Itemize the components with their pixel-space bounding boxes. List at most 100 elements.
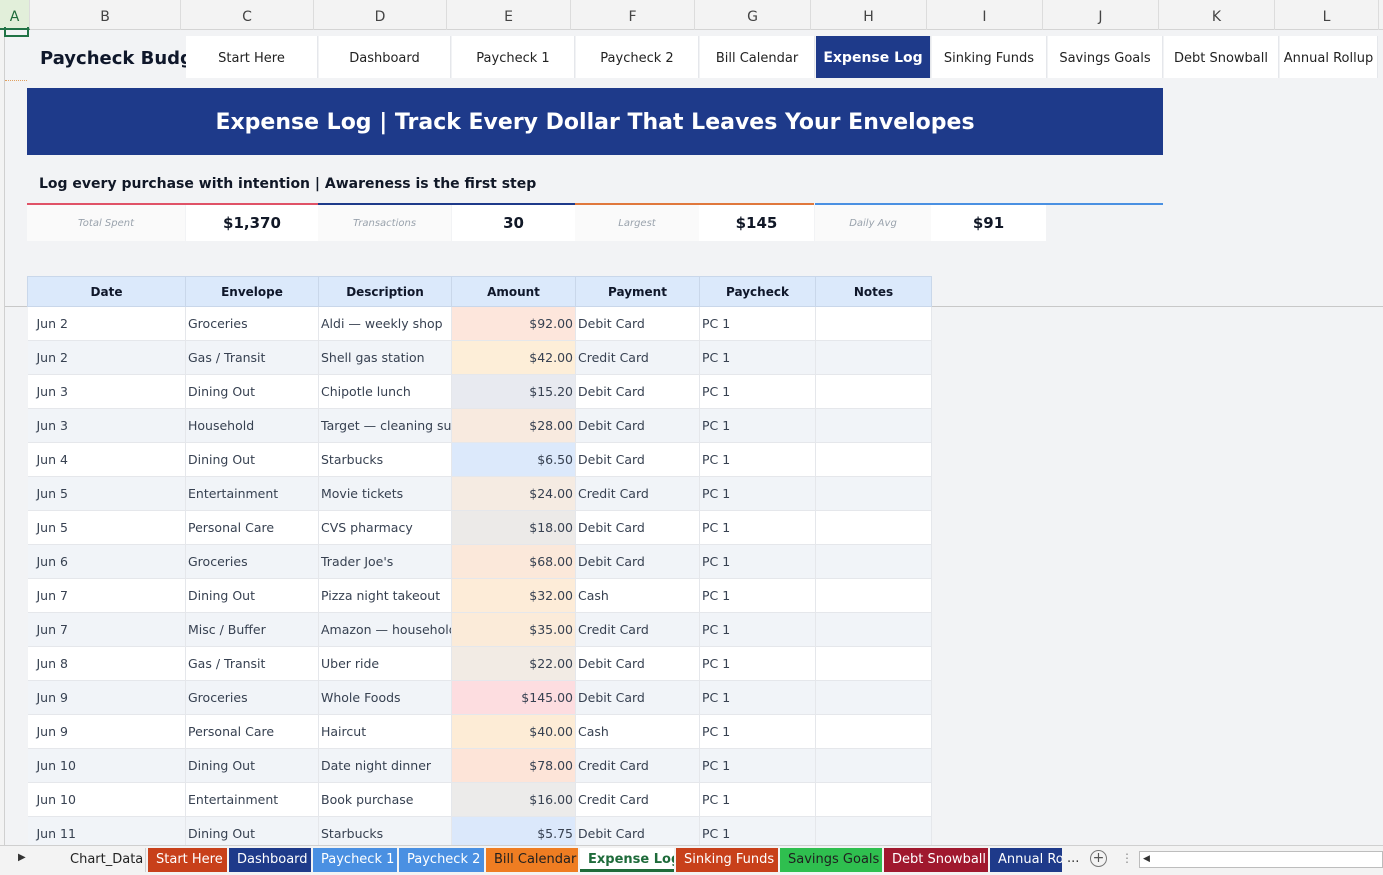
cell-notes[interactable] bbox=[815, 816, 932, 845]
cell-amount[interactable]: $92.00 bbox=[451, 306, 576, 341]
cell-notes[interactable] bbox=[815, 510, 932, 545]
cell-date[interactable]: Jun 6 bbox=[27, 544, 186, 579]
cell-date[interactable]: Jun 11 bbox=[27, 816, 186, 845]
column-header-date[interactable]: Date bbox=[27, 276, 186, 307]
column-header-e[interactable]: E bbox=[447, 0, 571, 30]
column-header-b[interactable]: B bbox=[30, 0, 181, 30]
cell-amount[interactable]: $15.20 bbox=[451, 374, 576, 409]
cell-desc[interactable]: Trader Joe's bbox=[318, 544, 452, 579]
more-tabs-button[interactable]: ... bbox=[1067, 851, 1080, 866]
cell-desc[interactable]: Aldi — weekly shop bbox=[318, 306, 452, 341]
cell-desc[interactable]: Target — cleaning supplies bbox=[318, 408, 452, 443]
column-header-description[interactable]: Description bbox=[318, 276, 452, 307]
cell-desc[interactable]: Starbucks bbox=[318, 816, 452, 845]
cell-desc[interactable]: Book purchase bbox=[318, 782, 452, 817]
nav-dashboard[interactable]: Dashboard bbox=[319, 36, 451, 78]
cell-envelope[interactable]: Personal Care bbox=[185, 714, 319, 749]
cell-amount[interactable]: $40.00 bbox=[451, 714, 576, 749]
cell-notes[interactable] bbox=[815, 374, 932, 409]
cell-date[interactable]: Jun 3 bbox=[27, 374, 186, 409]
cell-paycheck[interactable]: PC 1 bbox=[699, 578, 816, 613]
cell-paycheck[interactable]: PC 1 bbox=[699, 374, 816, 409]
cell-amount[interactable]: $24.00 bbox=[451, 476, 576, 511]
cell-desc[interactable]: Haircut bbox=[318, 714, 452, 749]
sheet-tab-expense-log[interactable]: Expense Log bbox=[580, 848, 674, 872]
nav-debt-snowball[interactable]: Debt Snowball bbox=[1164, 36, 1279, 78]
cell-notes[interactable] bbox=[815, 646, 932, 681]
cell-desc[interactable]: Pizza night takeout bbox=[318, 578, 452, 613]
cell-notes[interactable] bbox=[815, 578, 932, 613]
cell-date[interactable]: Jun 5 bbox=[27, 510, 186, 545]
cell-notes[interactable] bbox=[815, 442, 932, 477]
cell-notes[interactable] bbox=[815, 544, 932, 579]
column-header-j[interactable]: J bbox=[1043, 0, 1159, 30]
cell-date[interactable]: Jun 9 bbox=[27, 680, 186, 715]
cell-paycheck[interactable]: PC 1 bbox=[699, 442, 816, 477]
cell-notes[interactable] bbox=[815, 408, 932, 443]
sheet-tab-savings-goals[interactable]: Savings Goals bbox=[780, 848, 882, 872]
cell-paycheck[interactable]: PC 1 bbox=[699, 782, 816, 817]
cell-notes[interactable] bbox=[815, 748, 932, 783]
cell-desc[interactable]: Whole Foods bbox=[318, 680, 452, 715]
sheet-tab-debt-snowball[interactable]: Debt Snowball bbox=[884, 848, 988, 872]
cell-amount[interactable]: $35.00 bbox=[451, 612, 576, 647]
cell-paycheck[interactable]: PC 1 bbox=[699, 510, 816, 545]
cell-amount[interactable]: $6.50 bbox=[451, 442, 576, 477]
cell-desc[interactable]: Shell gas station bbox=[318, 340, 452, 375]
sheet-tab-bill-calendar[interactable]: Bill Calendar bbox=[486, 848, 578, 872]
sheet-tab-sinking-funds[interactable]: Sinking Funds bbox=[676, 848, 778, 872]
cell-paycheck[interactable]: PC 1 bbox=[699, 680, 816, 715]
cell-envelope[interactable]: Dining Out bbox=[185, 578, 319, 613]
sheet-tab-dashboard[interactable]: Dashboard bbox=[229, 848, 311, 872]
cell-payment[interactable]: Debit Card bbox=[575, 646, 700, 681]
cell-date[interactable]: Jun 2 bbox=[27, 306, 186, 341]
cell-date[interactable]: Jun 2 bbox=[27, 340, 186, 375]
scroll-tabs-icon[interactable]: ▶ bbox=[18, 852, 26, 863]
cell-date[interactable]: Jun 9 bbox=[27, 714, 186, 749]
nav-savings-goals[interactable]: Savings Goals bbox=[1048, 36, 1163, 78]
cell-date[interactable]: Jun 10 bbox=[27, 782, 186, 817]
cell-paycheck[interactable]: PC 1 bbox=[699, 612, 816, 647]
cell-payment[interactable]: Credit Card bbox=[575, 782, 700, 817]
cell-payment[interactable]: Debit Card bbox=[575, 306, 700, 341]
cell-payment[interactable]: Credit Card bbox=[575, 340, 700, 375]
cell-payment[interactable]: Debit Card bbox=[575, 510, 700, 545]
cell-envelope[interactable]: Dining Out bbox=[185, 816, 319, 845]
cell-paycheck[interactable]: PC 1 bbox=[699, 340, 816, 375]
sheet-tab-chart-data[interactable]: Chart_Data bbox=[62, 848, 146, 872]
cell-paycheck[interactable]: PC 1 bbox=[699, 476, 816, 511]
cell-payment[interactable]: Debit Card bbox=[575, 374, 700, 409]
cell-notes[interactable] bbox=[815, 340, 932, 375]
cell-desc[interactable]: Date night dinner bbox=[318, 748, 452, 783]
column-header-a[interactable]: A bbox=[0, 0, 30, 30]
cell-envelope[interactable]: Misc / Buffer bbox=[185, 612, 319, 647]
column-header-notes[interactable]: Notes bbox=[815, 276, 932, 307]
cell-payment[interactable]: Cash bbox=[575, 578, 700, 613]
cell-envelope[interactable]: Dining Out bbox=[185, 442, 319, 477]
column-header-d[interactable]: D bbox=[314, 0, 447, 30]
cell-amount[interactable]: $145.00 bbox=[451, 680, 576, 715]
column-header-h[interactable]: H bbox=[811, 0, 927, 30]
cell-envelope[interactable]: Groceries bbox=[185, 680, 319, 715]
cell-envelope[interactable]: Groceries bbox=[185, 544, 319, 579]
cell-desc[interactable]: Amazon — household bbox=[318, 612, 452, 647]
cell-payment[interactable]: Debit Card bbox=[575, 544, 700, 579]
cell-paycheck[interactable]: PC 1 bbox=[699, 408, 816, 443]
cell-amount[interactable]: $18.00 bbox=[451, 510, 576, 545]
nav-sinking-funds[interactable]: Sinking Funds bbox=[932, 36, 1047, 78]
cell-notes[interactable] bbox=[815, 612, 932, 647]
nav-bill-calendar[interactable]: Bill Calendar bbox=[700, 36, 815, 78]
cell-date[interactable]: Jun 8 bbox=[27, 646, 186, 681]
cell-desc[interactable]: Movie tickets bbox=[318, 476, 452, 511]
cell-envelope[interactable]: Personal Care bbox=[185, 510, 319, 545]
cell-amount[interactable]: $16.00 bbox=[451, 782, 576, 817]
add-sheet-button[interactable]: + bbox=[1090, 850, 1107, 867]
cell-desc[interactable]: Uber ride bbox=[318, 646, 452, 681]
nav-annual-rollup[interactable]: Annual Rollup bbox=[1280, 36, 1378, 78]
cell-date[interactable]: Jun 5 bbox=[27, 476, 186, 511]
cell-notes[interactable] bbox=[815, 714, 932, 749]
cell-payment[interactable]: Cash bbox=[575, 714, 700, 749]
column-header-l[interactable]: L bbox=[1275, 0, 1379, 30]
column-header-amount[interactable]: Amount bbox=[451, 276, 576, 307]
cell-desc[interactable]: Chipotle lunch bbox=[318, 374, 452, 409]
